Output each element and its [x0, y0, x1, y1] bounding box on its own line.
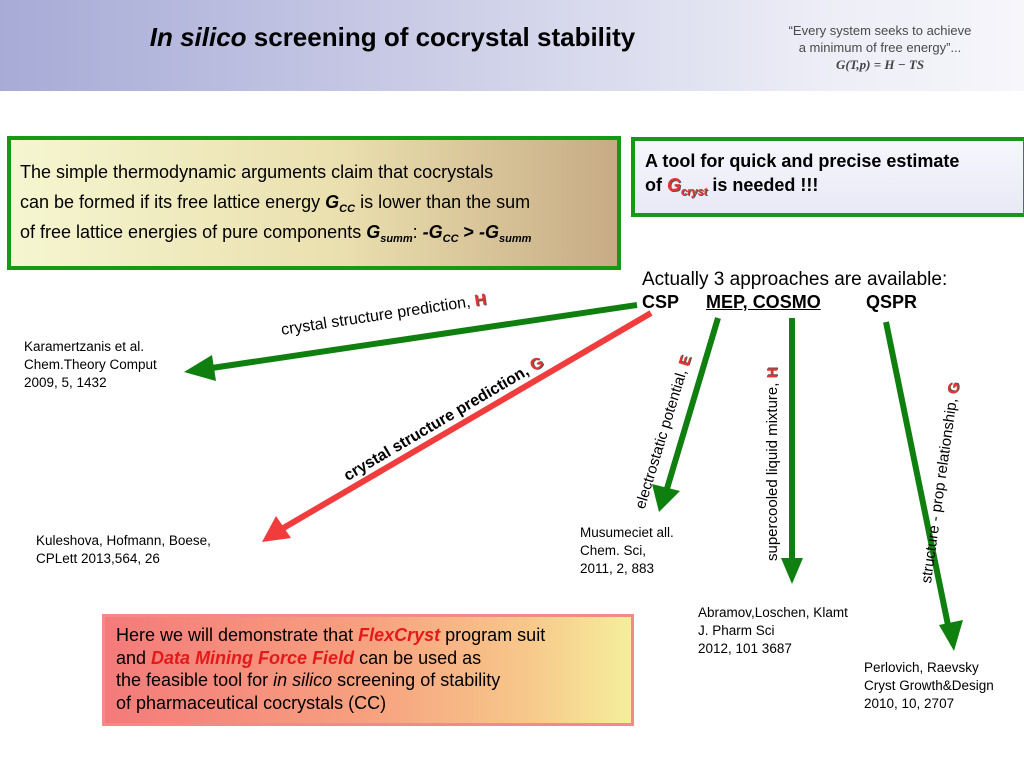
ref-karamertzanis: Karamertzanis et al. Chem.Theory Comput … [24, 339, 157, 390]
box3-line-3: the feasible tool for in silico screenin… [116, 669, 626, 692]
box3-line-1a: Here we will demonstrate that [116, 625, 359, 645]
box1-line-2a: can be formed if its free lattice energy [20, 192, 326, 212]
arrow-csp-g-head [262, 516, 291, 542]
thermodynamic-argument-box [7, 136, 621, 270]
ref-abramov: Abramov,Loschen, Klamt J. Pharm Sci 2012… [698, 605, 848, 656]
approaches-intro: Actually 3 approaches are available: [642, 269, 948, 290]
quote: “Every system seeks to achieve a minimum… [760, 22, 1000, 56]
sub-summ-2: summ [499, 233, 532, 245]
neg-g-cc: -G [422, 222, 443, 242]
thermodynamic-argument-text: The simple thermodynamic arguments claim… [20, 157, 610, 247]
box1-line-1: The simple thermodynamic arguments claim… [20, 162, 494, 182]
box1-colon: : [412, 222, 423, 242]
dmff-name: Data Mining Force Field [151, 647, 355, 668]
box3-line-2: and Data Mining Force Field can be used … [116, 647, 626, 670]
header-banner [0, 0, 1024, 91]
demonstration-box [102, 614, 634, 726]
qspr-label: QSPR [866, 292, 918, 312]
mep-cosmo-label: MEP, COSMO [706, 292, 821, 312]
box3-line-2b: can be used as [354, 647, 482, 668]
sub-cc: CC [339, 203, 356, 215]
cosmo-h-letter: H [764, 367, 781, 379]
box3-line-3b: screening of stability [332, 670, 501, 690]
box3-line-4: of pharmaceutical cocrystals (CC) [116, 692, 387, 713]
in-silico-italic: in silico [273, 670, 333, 690]
g-symbol: G [325, 192, 340, 212]
neg-g-summ: -G [479, 222, 500, 242]
cosmo-h-label-text: supercooled liquid mixture, [764, 378, 781, 561]
box2-line-1: A tool for quick and precise estimate [645, 151, 960, 171]
box1-line-3: of free lattice energies of pure compone… [20, 217, 610, 247]
ref-kuleshova: Kuleshova, Hofmann, Boese, CPLett 2013,5… [36, 533, 211, 566]
ref-musumeci: Musumeciet all. Chem. Sci, 2011, 2, 883 [580, 525, 674, 576]
title-rest: screening of cocrystal stability [246, 22, 636, 52]
tool-needed-box [631, 137, 1024, 217]
arrow-mep-e [663, 317, 721, 493]
box3-line-2a: and [116, 647, 152, 668]
csp-label: CSP [642, 292, 680, 312]
arrow-mep-e-head [652, 484, 680, 512]
qspr-g-letter: G [944, 381, 964, 396]
box2-line-2b: is needed !!! [707, 175, 819, 195]
box1-line-2b: is lower than the sum [355, 192, 531, 212]
box2-line-2a: of [645, 175, 667, 195]
box3-line-3a: the feasible tool for [116, 670, 274, 690]
ref-perlovich: Perlovich, Raevsky Cryst Growth&Design 2… [864, 660, 994, 711]
g-summ-symbol: G [366, 222, 381, 242]
arrow-qspr-g-head [939, 620, 963, 651]
title-italic: In silico [149, 22, 247, 52]
arrow-csp-h-head [184, 355, 216, 381]
sub-summ: summ [380, 233, 413, 245]
box3-line-1b: program suit [440, 625, 546, 645]
tool-needed-text: A tool for quick and precise estimate of… [645, 149, 1015, 198]
csp-h-letter: H [473, 291, 488, 310]
flexcryst-name: FlexCryst [358, 625, 441, 645]
arrow-csp-h [204, 302, 638, 372]
cosmo-h-label: supercooled liquid mixture, H [764, 368, 781, 561]
quote-line-1: “Every system seeks to achieve [788, 23, 972, 38]
arrow-csp-g [278, 310, 653, 533]
page-title: In silico screening of cocrystal stabili… [0, 22, 785, 53]
gibbs-formula: G(T,p) = H − TS [835, 57, 925, 72]
g-cryst-symbol: G [667, 175, 682, 195]
sub-cc-2: CC [442, 233, 459, 245]
box2-line-2: of Gcryst is needed !!! [645, 173, 1015, 198]
arrow-cosmo-h-head [781, 558, 803, 584]
demonstration-text: Here we will demonstrate that FlexCryst … [116, 624, 626, 714]
arrow-qspr-g [883, 321, 952, 631]
box1-line-2: can be formed if its free lattice energy… [20, 187, 610, 217]
quote-line-2: a minimum of free energy”... [798, 40, 962, 55]
greater-than: > [458, 222, 480, 242]
box3-line-1: Here we will demonstrate that FlexCryst … [116, 624, 626, 647]
sub-cryst: cryst [681, 186, 708, 198]
box1-line-3a: of free lattice energies of pure compone… [20, 222, 367, 242]
